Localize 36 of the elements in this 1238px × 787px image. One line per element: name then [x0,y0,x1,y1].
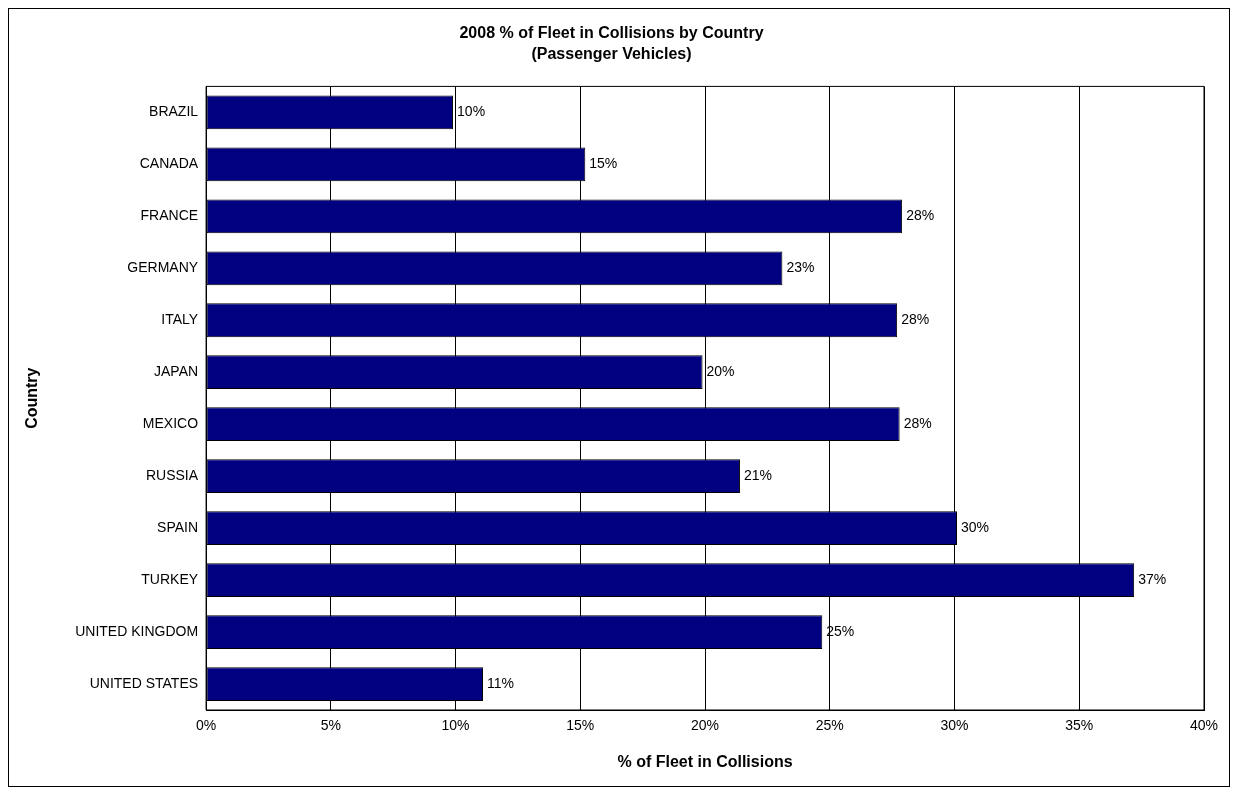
x-tick-label: 10% [441,717,470,734]
chart-subtitle: (Passenger Vehicles) [531,45,692,63]
data-label: 28% [906,207,935,224]
data-label: 30% [961,518,990,535]
data-label: 15% [589,155,618,172]
data-label: 20% [706,363,735,380]
x-tick-label: 40% [1189,717,1219,734]
chart-title: 2008 % of Fleet in Collisions by Country [459,24,764,42]
data-label: 37% [1138,570,1167,587]
x-tick-label: 20% [691,717,720,734]
y-tick-label: UNITED KINGDOM [75,622,199,639]
data-label: 28% [901,311,930,328]
data-label: 28% [903,415,932,432]
y-tick-label: TURKEY [141,570,199,587]
x-tick-label: 30% [940,717,969,734]
y-tick-label: SPAIN [157,518,199,535]
x-tick-label: 5% [320,717,341,734]
y-tick-label: ITALY [161,311,199,328]
data-label: 11% [487,674,514,691]
y-tick-label: BRAZIL [149,103,199,120]
data-label: 23% [786,259,815,276]
x-tick-label: 0% [195,717,217,734]
y-tick-label: MEXICO [142,415,199,432]
x-tick-label: 25% [815,717,844,734]
x-tick-label: 15% [566,717,595,734]
y-tick-label: RUSSIA [145,467,199,484]
x-tick-label: 35% [1065,717,1094,734]
data-label: 10% [457,103,486,120]
y-tick-label: CANADA [139,155,199,172]
y-tick-label: JAPAN [154,363,199,380]
y-tick-label: UNITED STATES [89,674,199,691]
y-tick-label: FRANCE [140,207,199,224]
data-label: 21% [743,467,772,484]
x-axis-title: % of Fleet in Collisions [617,752,793,770]
y-tick-label: GERMANY [127,259,199,276]
y-axis-title: Country [23,367,41,429]
